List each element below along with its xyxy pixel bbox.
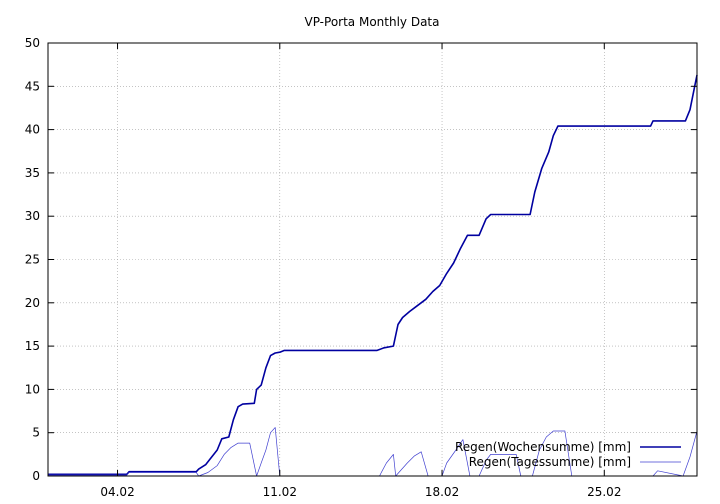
y-tick-label: 0 — [32, 469, 40, 483]
legend-label: Regen(Tagessumme) [mm] — [469, 455, 631, 469]
y-tick-label: 15 — [25, 339, 40, 353]
y-tick-label: 5 — [32, 426, 40, 440]
x-tick-label: 04.02 — [100, 485, 134, 499]
y-tick-label: 40 — [25, 123, 40, 137]
y-tick-label: 45 — [25, 79, 40, 93]
x-tick-label: 18.02 — [425, 485, 459, 499]
y-tick-label: 50 — [25, 36, 40, 50]
series-line-1 — [48, 74, 698, 476]
x-tick-label: 25.02 — [587, 485, 621, 499]
legend: Regen(Wochensumme) [mm]Regen(Tagessumme)… — [455, 440, 681, 469]
series-line-2 — [48, 427, 698, 477]
series-layer — [48, 74, 698, 477]
x-tick-label: 11.02 — [263, 485, 297, 499]
chart-title: VP-Porta Monthly Data — [305, 15, 440, 29]
y-tick-label: 30 — [25, 209, 40, 223]
axes: 0 5 10 15 20 25 30 35 40 45 50 04.02 11.02 18.02 25.02 — [25, 36, 697, 499]
y-tick-label: 35 — [25, 166, 40, 180]
y-tick-label: 20 — [25, 296, 40, 310]
y-tick-label: 25 — [25, 253, 40, 267]
legend-label: Regen(Wochensumme) [mm] — [455, 440, 631, 454]
y-tick-label: 10 — [25, 382, 40, 396]
grid — [48, 43, 697, 476]
